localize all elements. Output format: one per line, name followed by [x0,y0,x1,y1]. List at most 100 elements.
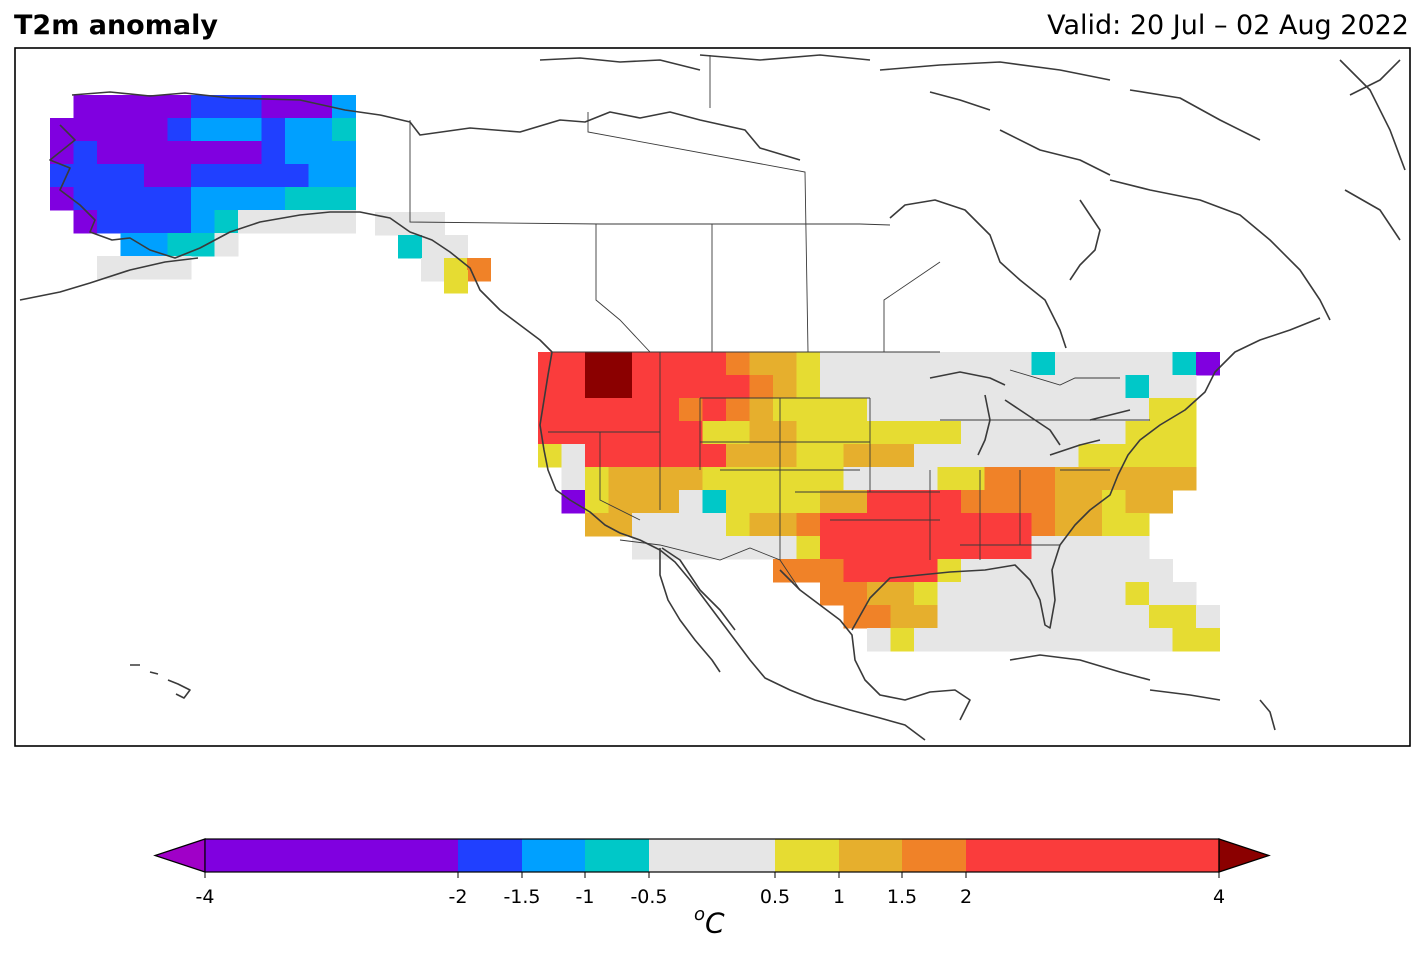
anomaly-cell [308,210,333,234]
colorbar-segment [775,839,839,872]
anomaly-cell [914,467,938,491]
anomaly-cell [773,559,797,583]
anomaly-cell [773,444,797,468]
anomaly-cell [1102,582,1126,606]
anomaly-cell [73,187,98,211]
anomaly-cell [50,118,74,142]
anomaly-cell [914,490,938,514]
colorbar-tick-label: 0.5 [760,886,790,908]
anomaly-cell [261,210,286,234]
anomaly-cell [632,513,656,537]
anomaly-cell [1078,467,1103,491]
anomaly-cell [561,352,586,376]
anomaly-cell [984,421,1009,445]
anomaly-cell [867,605,891,629]
anomaly-cell [867,375,891,399]
anomaly-cell [726,513,750,537]
anomaly-cell [308,164,333,188]
anomaly-cell [1055,352,1079,376]
anomaly-cell [144,187,168,211]
anomaly-cell [820,375,844,399]
anomaly-cell [655,444,680,468]
anomaly-cell [867,559,891,583]
anomaly-cell [796,536,821,560]
colorbar-tick-label: 1.5 [887,886,917,908]
anomaly-cell [238,164,262,188]
anomaly-cell [890,628,915,652]
anomaly-cell [679,444,703,468]
anomaly-cell [1031,559,1056,583]
anomaly-cell [1196,628,1220,652]
anomaly-cell [1078,490,1103,514]
anomaly-cell [421,235,445,259]
anomaly-cell [97,256,121,280]
anomaly-cell [867,536,891,560]
anomaly-cell [679,375,703,399]
anomaly-cell [144,95,168,119]
anomaly-cell [961,490,985,514]
anomaly-cell [120,187,145,211]
anomaly-cell [1172,375,1197,399]
anomaly-cell [773,352,797,376]
anomaly-cell [238,187,262,211]
anomaly-cell [120,164,145,188]
anomaly-cell [238,118,262,142]
anomaly-cell [444,235,468,259]
gulf-coast [779,317,1321,721]
anomaly-cell [937,398,962,422]
anomaly-cell [937,421,962,445]
anomaly-cell [1055,398,1079,422]
anomaly-cell [1031,467,1056,491]
anomaly-cell [867,513,891,537]
anomaly-cell [1102,628,1126,652]
anomaly-cell [702,398,727,422]
anomaly-cell [1196,352,1220,376]
anomaly-cell [890,582,915,606]
anomaly-cell [538,375,562,399]
anomaly-cell [773,467,797,491]
anomaly-cell [1008,536,1032,560]
anomaly-cell [984,628,1009,652]
anomaly-cell [937,582,962,606]
anomaly-cell [332,95,356,119]
anomaly-cell [191,233,215,257]
anomaly-cell [97,118,121,142]
anomaly-cell [561,375,586,399]
anomaly-cell [214,210,239,234]
anomaly-cell [1008,421,1032,445]
anomaly-cell [679,490,703,514]
anomaly-cell [820,513,844,537]
anomaly-cell [144,164,168,188]
anomaly-cell [144,233,168,257]
anomaly-cell [749,352,774,376]
anomaly-cell [1125,444,1150,468]
anomaly-cell [608,467,633,491]
anomaly-cell [1149,467,1173,491]
anomaly-cell [73,118,98,142]
anomaly-cell [749,536,774,560]
anomaly-cell [655,536,680,560]
colorbar-tick-label: -0.5 [630,886,667,908]
anomaly-cell [191,164,215,188]
valid-period: Valid: 20 Jul – 02 Aug 2022 [1047,10,1409,41]
anomaly-cell [820,421,844,445]
anomaly-cell [1149,559,1173,583]
anomaly-cell [702,490,727,514]
anomaly-cell [1125,398,1150,422]
anomaly-cell [914,444,938,468]
anomaly-cell [1055,421,1079,445]
anomaly-cell [1149,582,1173,606]
anomaly-cell [632,490,656,514]
anomaly-cell [191,210,215,234]
anomaly-cell [1055,467,1079,491]
anomaly-cell [261,141,286,165]
anomaly-cell [1149,421,1173,445]
borders [409,55,1150,591]
anomaly-cell [50,141,74,165]
coastlines [19,54,1406,741]
anomaly-cell [1102,605,1126,629]
anomaly-cell [937,444,962,468]
anomaly-cell [1102,375,1126,399]
anomaly-cell [749,421,774,445]
anomaly-cell [843,444,868,468]
